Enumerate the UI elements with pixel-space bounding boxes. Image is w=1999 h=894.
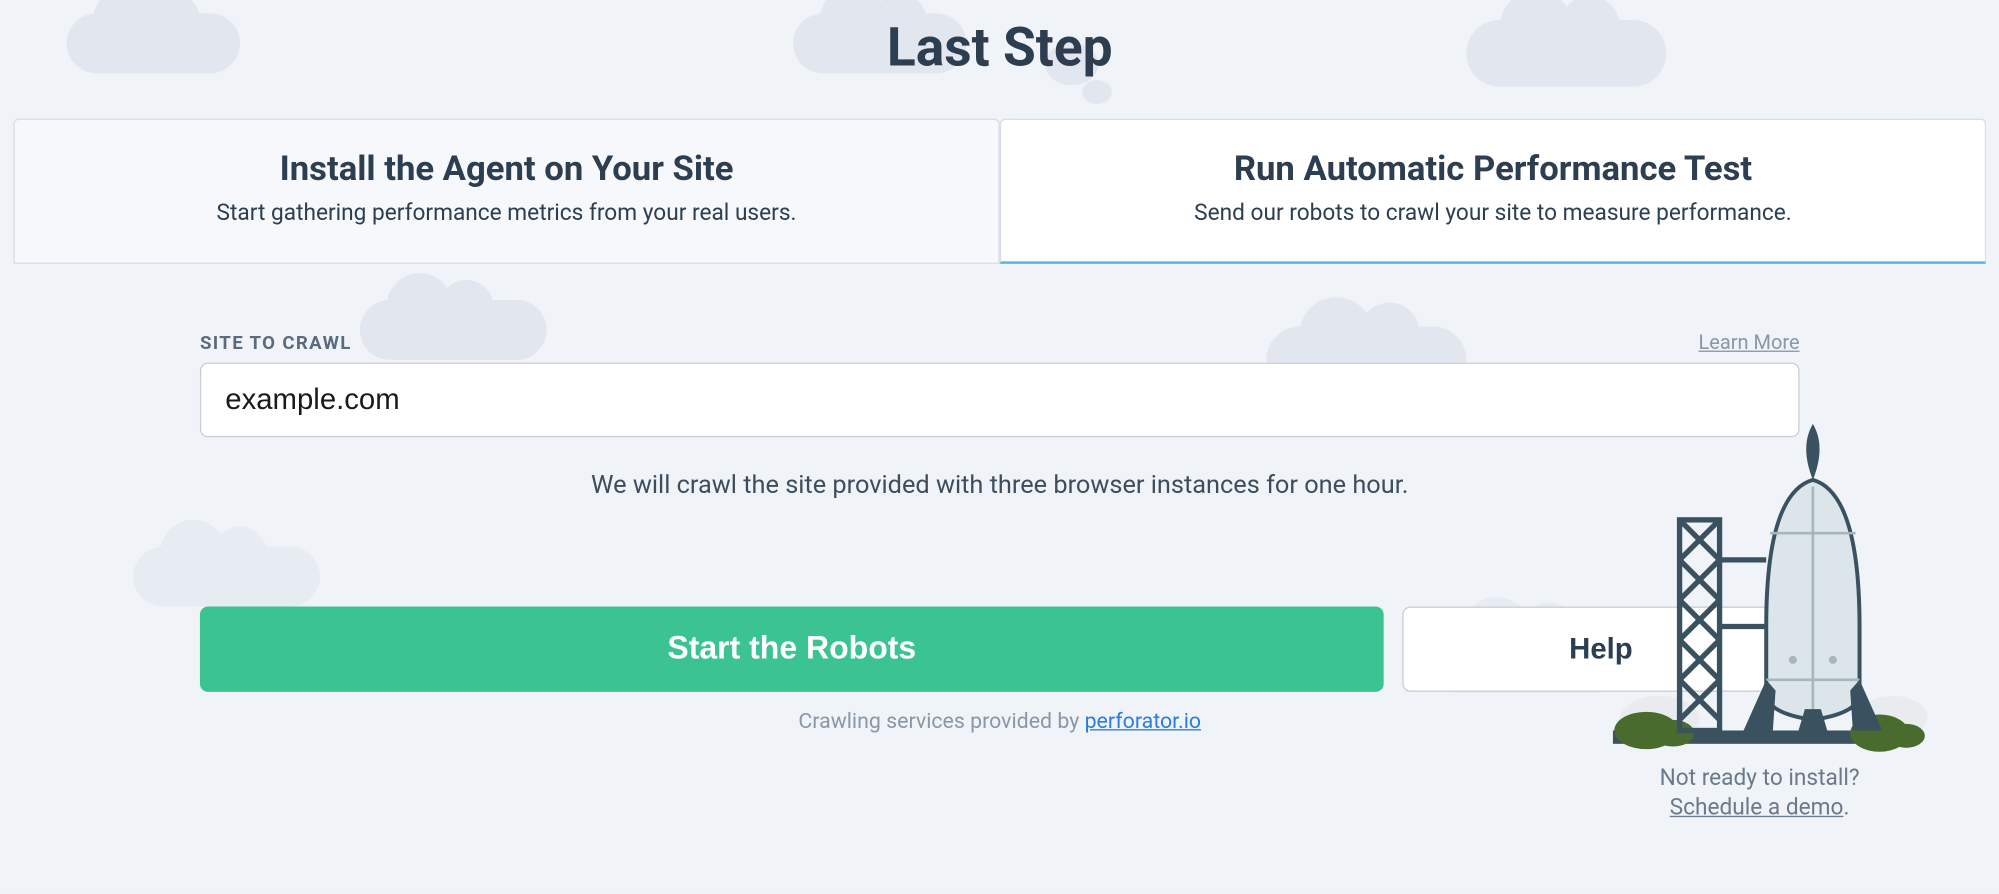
tab-install-agent[interactable]: Install the Agent on Your Site Start gat… [13,119,999,264]
sidebar-illustration: Not ready to install? Schedule a demo. [1573,413,1946,821]
page-title: Last Step [0,0,1999,79]
learn-more-link[interactable]: Learn More [1698,331,1799,355]
schedule-demo-link[interactable]: Schedule a demo [1670,794,1844,821]
rocket-icon [1586,413,1933,760]
tab-title: Run Automatic Performance Test [1028,149,1958,189]
credit-text: Crawling services provided by perforator… [200,708,1800,733]
start-robots-button[interactable]: Start the Robots [200,607,1384,692]
tab-title: Install the Agent on Your Site [41,149,971,189]
site-to-crawl-input[interactable] [200,363,1800,438]
decorative-cloud [1082,80,1111,104]
demo-prompt: Not ready to install? [1573,765,1946,792]
tab-subtitle: Start gathering performance metrics from… [41,200,971,227]
tabs-container: Install the Agent on Your Site Start gat… [13,119,1986,264]
tab-subtitle: Send our robots to crawl your site to me… [1028,200,1958,227]
credit-prefix: Crawling services provided by [798,708,1084,733]
helper-text: We will crawl the site provided with thr… [200,469,1800,500]
demo-suffix: . [1843,794,1849,821]
site-field-label: SITE TO CRAWL [200,333,352,354]
tab-performance-test[interactable]: Run Automatic Performance Test Send our … [1000,119,1986,264]
perforator-link[interactable]: perforator.io [1085,708,1202,733]
